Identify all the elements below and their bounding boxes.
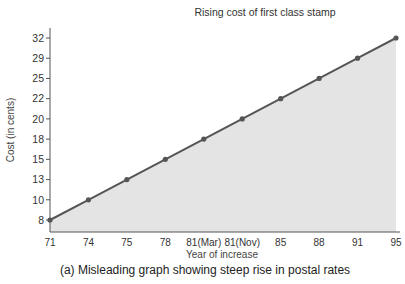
x-tick-label: 88 <box>314 237 326 248</box>
y-tick <box>46 78 50 79</box>
marker <box>278 96 283 101</box>
x-tick-label: 74 <box>83 237 95 248</box>
marker <box>124 177 129 182</box>
area <box>50 38 396 232</box>
marker <box>393 35 398 40</box>
x-tick-label: 75 <box>121 237 133 248</box>
y-tick-label: 25 <box>32 72 44 84</box>
caption: (a) Misleading graph showing steep rise … <box>60 263 350 277</box>
chart: Rising cost of first class stamp 8 10 13 15 1… <box>0 0 405 284</box>
marker <box>355 56 360 61</box>
x-tick-label: 78 <box>160 237 172 248</box>
x-tick-label: 95 <box>390 237 402 248</box>
marker <box>240 116 245 121</box>
y-tick <box>46 118 50 119</box>
y-tick <box>46 139 50 140</box>
y-tick <box>46 199 50 200</box>
line <box>50 38 396 220</box>
x-axis-label: Year of increase <box>186 249 258 260</box>
y-tick <box>46 159 50 160</box>
plot-area <box>47 35 398 232</box>
y-tick <box>46 38 50 39</box>
title: Rising cost of first class stamp <box>194 6 335 18</box>
marker <box>317 76 322 81</box>
y-tick-label: 29 <box>32 52 44 64</box>
x-tick-label: 81(Mar) <box>186 237 221 248</box>
y-tick-label: 20 <box>32 113 44 125</box>
y-tick-label: 18 <box>32 133 44 145</box>
marker <box>163 157 168 162</box>
x-axis <box>50 232 400 233</box>
y-tick <box>46 220 50 221</box>
y-tick-label: 22 <box>32 92 44 104</box>
y-tick-label: 15 <box>32 153 44 165</box>
x-tick-label: 81(Nov) <box>224 237 260 248</box>
marker <box>201 137 206 142</box>
y-tick-label: 10 <box>32 194 44 206</box>
y-tick-label: 13 <box>32 173 44 185</box>
y-tick-label: 32 <box>32 32 44 44</box>
x-tick-label: 91 <box>352 237 364 248</box>
marker <box>86 197 91 202</box>
x-tick-label: 71 <box>44 237 56 248</box>
y-tick <box>46 58 50 59</box>
y-axis-label: Cost (in cents) <box>5 98 16 162</box>
y-tick-label: 8 <box>38 214 44 226</box>
x-tick-label: 85 <box>275 237 287 248</box>
y-tick <box>46 179 50 180</box>
chart-container: Rising cost of first class stamp 8 10 13 15 1… <box>0 0 405 284</box>
y-tick <box>46 98 50 99</box>
